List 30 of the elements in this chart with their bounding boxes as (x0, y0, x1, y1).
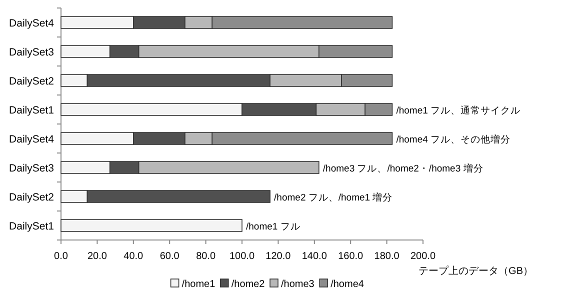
x-tick-label: 200.0 (410, 251, 436, 262)
legend-label: /home4 (330, 279, 364, 290)
annotation: /home1 フル (246, 222, 300, 232)
legend-label: /home1 (182, 279, 216, 290)
x-tick-label: 80.0 (196, 251, 216, 262)
x-tick-label: 160.0 (338, 251, 364, 262)
y-tick-label: DailySet1 (9, 104, 54, 116)
legend-label: /home2 (231, 279, 266, 290)
y-tick-label: DailySet2 (9, 192, 54, 204)
legend-label: /home3 (281, 279, 315, 290)
annotation: /home1 フル、通常サイクル (396, 104, 521, 116)
y-tick-label: DailySet3 (9, 46, 54, 58)
y-tick-label: DailySet3 (9, 162, 54, 174)
x-tick-label: 40.0 (124, 251, 144, 262)
x-tick-label: 60.0 (160, 251, 180, 262)
annotation: /home2 フル、/home1 増分 (274, 192, 393, 204)
annotation: /home4 フル、その他増分 (396, 134, 511, 146)
x-tick-label: 120.0 (266, 251, 292, 262)
x-tick-label: 0.0 (54, 251, 68, 262)
x-tick-label: 100.0 (229, 251, 255, 262)
annotation: /home3 フル、/home2・/home3 増分 (322, 162, 484, 174)
y-tick-label: DailySet2 (9, 76, 54, 88)
x-tick-label: 140.0 (302, 251, 328, 262)
y-tick-label: DailySet4 (9, 18, 54, 30)
x-axis-title: テープ上のデータ（GB） (418, 265, 533, 277)
y-tick-label: DailySet4 (9, 134, 54, 146)
bar (60, 219, 242, 232)
x-tick-label: 20.0 (87, 251, 108, 262)
y-tick-label: DailySet1 (9, 220, 54, 232)
x-tick-label: 180.0 (374, 251, 400, 262)
